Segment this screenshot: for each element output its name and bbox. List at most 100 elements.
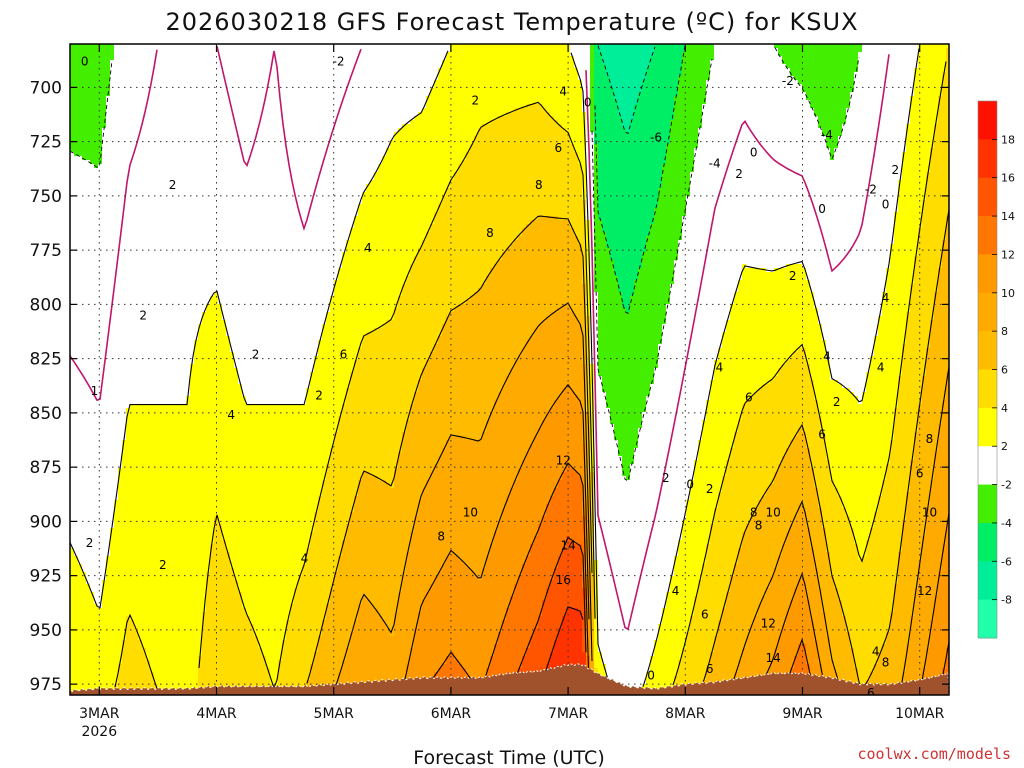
y-tick-label: 950 <box>30 621 62 641</box>
temperature-cell <box>610 44 615 89</box>
temperature-cell <box>758 44 763 269</box>
temperature-cell <box>666 304 671 593</box>
temperature-cell <box>462 160 467 305</box>
temperature-cell <box>666 44 671 145</box>
colorbar-swatch <box>978 254 997 294</box>
temperature-cell <box>754 508 759 617</box>
temperature-cell <box>90 592 95 695</box>
temperature-cell <box>506 608 511 695</box>
temperature-cell <box>474 576 479 685</box>
temperature-cell <box>466 300 471 441</box>
temperature-cell <box>718 348 723 493</box>
temperature-cell <box>378 480 383 617</box>
temperature-cell <box>562 304 567 389</box>
temperature-cell <box>254 44 259 405</box>
temperature-cell <box>382 44 387 157</box>
temperature-cell <box>942 544 947 669</box>
temperature-cell <box>478 288 483 441</box>
temperature-cell <box>914 588 919 695</box>
temperature-cell <box>526 224 531 341</box>
temperature-cell <box>778 368 783 465</box>
temperature-cell <box>754 44 759 269</box>
temperature-cell <box>654 208 659 369</box>
temperature-cell <box>442 196 447 325</box>
temperature-cell <box>794 516 799 589</box>
temperature-cell <box>446 656 451 695</box>
temperature-cell <box>338 556 343 673</box>
temperature-cell <box>774 648 779 695</box>
temperature-cell <box>838 44 843 137</box>
temperature-cell <box>494 264 499 401</box>
temperature-cell <box>70 44 75 153</box>
temperature-cell <box>486 44 491 125</box>
temperature-cell <box>118 44 123 469</box>
temperature-cell <box>602 44 607 65</box>
contour-label: 8 <box>750 506 758 520</box>
temperature-cell <box>902 152 907 345</box>
temperature-cell <box>810 548 815 621</box>
temperature-cell <box>802 508 807 581</box>
temperature-cell <box>442 60 447 197</box>
temperature-cell <box>610 424 615 693</box>
temperature-cell <box>566 220 571 305</box>
temperature-cell <box>602 232 607 393</box>
temperature-cell <box>386 628 391 695</box>
temperature-cell <box>598 652 603 695</box>
temperature-cell <box>850 44 855 93</box>
colorbar-swatch <box>978 599 997 639</box>
temperature-cell <box>430 352 435 473</box>
temperature-cell <box>694 148 699 461</box>
temperature-cell <box>942 44 947 73</box>
temperature-cell <box>598 52 603 221</box>
temperature-cell <box>106 96 111 557</box>
temperature-cell <box>470 144 475 297</box>
temperature-cell <box>794 352 799 437</box>
contour-label: -2 <box>782 74 794 88</box>
temperature-cell <box>242 44 247 397</box>
temperature-cell <box>794 436 799 517</box>
temperature-cell <box>850 392 855 529</box>
temperature-cell <box>570 468 575 541</box>
temperature-cell <box>258 648 263 695</box>
temperature-cell <box>534 104 539 221</box>
temperature-cell <box>726 460 731 593</box>
temperature-cell <box>558 628 563 689</box>
temperature-cell <box>574 152 579 237</box>
temperature-cell <box>534 220 539 329</box>
temperature-cell <box>474 440 479 577</box>
temperature-cell <box>582 444 587 517</box>
temperature-cell <box>106 44 111 97</box>
temperature-cell <box>398 44 403 129</box>
temperature-cell <box>598 44 603 53</box>
temperature-cell <box>390 636 395 695</box>
temperature-cell <box>114 500 119 685</box>
temperature-cell <box>290 404 295 605</box>
temperature-cell <box>330 296 335 449</box>
contour-label: 0 <box>81 54 89 68</box>
credit-link[interactable]: coolwx.com/models <box>857 745 1011 763</box>
temperature-cell <box>438 336 443 457</box>
colorbar-label: 2 <box>1001 440 1008 453</box>
temperature-cell <box>526 556 531 649</box>
contour-label: 2 <box>169 178 177 192</box>
temperature-cell <box>862 556 867 689</box>
temperature-cell <box>102 128 107 581</box>
temperature-cell <box>702 420 707 565</box>
temperature-cell <box>582 112 587 201</box>
temperature-cell <box>946 520 949 649</box>
temperature-cell <box>610 260 615 425</box>
temperature-cell <box>758 604 763 689</box>
temperature-cell <box>926 508 931 649</box>
temperature-cell <box>926 648 931 695</box>
temperature-cell <box>418 380 423 501</box>
temperature-cell <box>190 364 195 695</box>
temperature-cell <box>910 284 915 461</box>
temperature-cell <box>534 328 539 437</box>
temperature-cell <box>486 124 491 277</box>
temperature-cell <box>858 560 863 689</box>
temperature-cell <box>90 44 95 165</box>
temperature-cell <box>518 356 523 469</box>
temperature-cell <box>126 616 131 695</box>
temperature-cell <box>818 324 823 417</box>
temperature-cell <box>834 44 839 149</box>
